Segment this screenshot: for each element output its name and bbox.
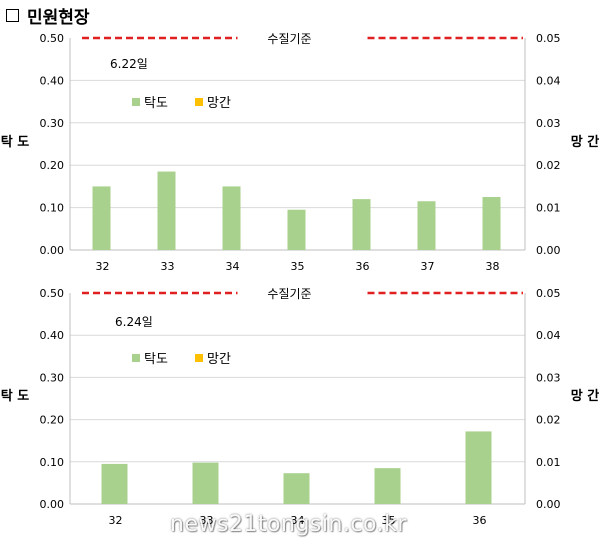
turbidity-chart-0624: 0.00 0.10 0.20 0.30 0.40 0.50 0.00 0.01 0.02 0.03…	[1, 287, 599, 527]
x-tick-label: 34	[226, 260, 240, 273]
y2-tick-label: 0.01	[536, 202, 561, 215]
x-tick-label: 35	[382, 514, 396, 527]
bar-turbidity	[101, 463, 128, 504]
bar-turbidity	[465, 431, 492, 504]
x-tick-label: 35	[291, 260, 305, 273]
y-tick-label: 0.10	[40, 202, 65, 215]
y-tick-label: 0.10	[40, 456, 65, 469]
legend-swatch	[132, 354, 140, 362]
x-tick-label: 36	[473, 514, 487, 527]
y2-tick-label: 0.05	[536, 287, 561, 300]
bar-turbidity	[352, 199, 371, 250]
legend-swatch	[195, 354, 203, 362]
watermark: news21tongsin.co.kr	[170, 512, 407, 537]
bar-turbidity	[92, 186, 111, 250]
y-tick-label: 0.40	[40, 74, 65, 87]
legend-label: 망간	[207, 352, 231, 367]
y-tick-label: 0.30	[40, 371, 65, 384]
y-tick-label: 0.50	[40, 287, 65, 300]
y2-tick-label: 0.05	[536, 32, 561, 45]
bar-turbidity	[283, 473, 310, 504]
y2-tick-label: 0.04	[536, 329, 561, 342]
standard-label: 수질기준	[267, 32, 311, 46]
y2-tick-label: 0.04	[536, 74, 561, 87]
y-tick-label: 0.20	[40, 159, 65, 172]
bar-turbidity	[222, 186, 241, 250]
y2-tick-label: 0.01	[536, 456, 561, 469]
y2-tick-label: 0.02	[536, 414, 561, 427]
legend-label: 탁도	[144, 352, 168, 367]
y2-tick-label: 0.03	[536, 371, 561, 384]
x-tick-label: 32	[109, 514, 123, 527]
x-tick-label: 34	[291, 514, 305, 527]
turbidity-chart-0622: 0.00 0.10 0.20 0.30 0.40 0.50 0.00 0.01 0.02 0.03…	[1, 32, 599, 273]
y2-tick-label: 0.00	[536, 244, 561, 257]
page-heading: 민원현장	[6, 2, 90, 28]
y2-axis-title: 망 간	[571, 134, 599, 150]
x-tick-label: 37	[421, 260, 435, 273]
bar-turbidity	[157, 171, 176, 250]
bar-turbidity	[374, 468, 401, 504]
x-tick-label: 32	[96, 260, 110, 273]
y-axis-title: 탁 도	[1, 134, 29, 150]
checkbox-square-icon	[6, 8, 19, 22]
y-tick-label: 0.40	[40, 329, 65, 342]
bar-turbidity	[192, 462, 219, 504]
x-tick-label: 33	[200, 514, 214, 527]
y-tick-label: 0.50	[40, 32, 65, 45]
x-tick-label: 33	[161, 260, 175, 273]
legend-swatch	[132, 98, 140, 106]
bar-turbidity	[417, 201, 436, 250]
x-tick-label: 36	[356, 260, 370, 273]
standard-label: 수질기준	[267, 287, 311, 301]
y-tick-label: 0.00	[40, 244, 65, 257]
y2-tick-label: 0.00	[536, 498, 561, 511]
date-annotation: 6.22일	[110, 57, 148, 71]
y-tick-label: 0.20	[40, 414, 65, 427]
heading-text: 민원현장	[27, 7, 90, 28]
date-annotation: 6.24일	[115, 315, 153, 329]
y-tick-label: 0.30	[40, 117, 65, 130]
bar-turbidity	[482, 197, 501, 250]
y-axis-title: 탁 도	[1, 388, 29, 404]
y2-tick-label: 0.03	[536, 117, 561, 130]
legend-label: 탁도	[144, 96, 168, 111]
y2-axis-title: 망 간	[571, 388, 599, 404]
bar-turbidity	[287, 209, 306, 250]
y-tick-label: 0.00	[40, 498, 65, 511]
x-tick-label: 38	[486, 260, 500, 273]
y2-tick-label: 0.02	[536, 159, 561, 172]
legend-label: 망간	[207, 96, 231, 111]
legend-swatch	[195, 98, 203, 106]
